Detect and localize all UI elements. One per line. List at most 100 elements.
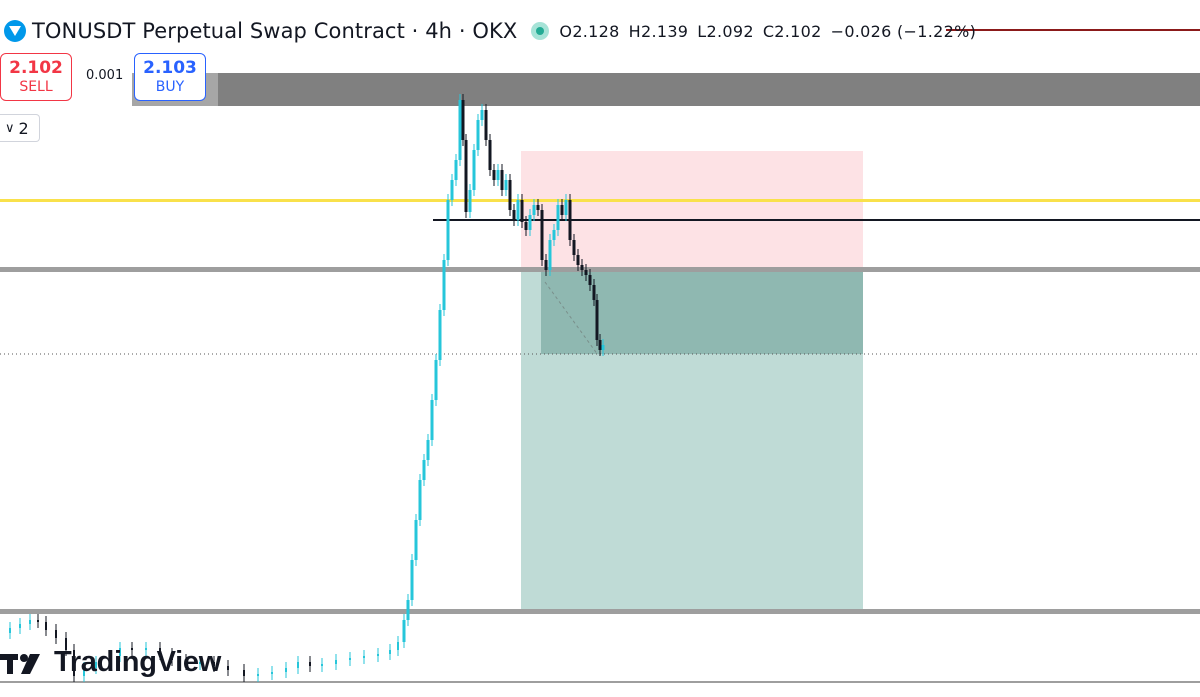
candle-body xyxy=(335,660,337,664)
candle-body xyxy=(476,120,480,150)
tradingview-logo-icon xyxy=(0,653,40,674)
candle-body xyxy=(450,180,454,200)
candle-body xyxy=(520,200,524,222)
candle-body xyxy=(9,628,11,633)
buy-button[interactable]: 2.103 BUY xyxy=(134,53,206,101)
candle-body xyxy=(73,650,75,676)
buy-label: BUY xyxy=(155,79,185,95)
candle-body xyxy=(171,654,173,660)
candle-body xyxy=(402,620,406,642)
sell-price: 2.102 xyxy=(9,58,63,78)
candle-body xyxy=(598,340,602,350)
candle-body xyxy=(488,140,492,170)
stop-loss-zone xyxy=(521,151,863,270)
lower-support-line xyxy=(0,609,1200,614)
candle-body xyxy=(145,648,147,650)
candle-body xyxy=(442,260,446,310)
candle-body xyxy=(83,668,85,676)
ohlc-change: −0.026 (−1.22%) xyxy=(830,21,977,41)
ton-logo-icon xyxy=(4,20,26,42)
candle-body xyxy=(552,230,556,240)
candle-body xyxy=(397,642,399,650)
buy-price: 2.103 xyxy=(143,58,197,78)
candle-body xyxy=(564,200,568,215)
candle-body xyxy=(556,205,560,230)
candle-body xyxy=(45,622,47,630)
candle-body xyxy=(464,140,468,212)
market-status-icon[interactable] xyxy=(531,22,550,40)
candle-body xyxy=(572,240,576,255)
sell-button[interactable]: 2.102 SELL xyxy=(0,53,72,101)
resistance-band xyxy=(218,73,1200,106)
tradingview-watermark: TradingView xyxy=(0,646,221,679)
candle-body xyxy=(496,170,500,180)
candle-body xyxy=(406,600,410,620)
candle-body xyxy=(504,180,508,190)
candle-body xyxy=(528,215,532,230)
candle-body xyxy=(271,672,273,674)
candle-body xyxy=(243,670,245,676)
candle-body xyxy=(580,265,584,270)
candle-body xyxy=(37,620,39,622)
candle-body xyxy=(584,270,588,275)
candle-body xyxy=(414,520,418,560)
candle-body xyxy=(377,654,379,656)
candle-body xyxy=(588,275,592,285)
candle-body xyxy=(508,180,512,210)
price-alert-line xyxy=(946,29,1200,31)
candle-body xyxy=(438,310,442,360)
candle-body xyxy=(595,300,599,340)
candle-body xyxy=(199,662,201,664)
candle-body xyxy=(560,205,564,215)
candle-body xyxy=(389,650,391,654)
candle-body xyxy=(536,205,540,210)
tradingview-wordmark: TradingView xyxy=(54,646,221,678)
candle-body xyxy=(185,660,187,664)
candle-body xyxy=(592,285,596,300)
candle-body xyxy=(484,110,488,140)
indicator-toggle-button[interactable]: ∨ 2 xyxy=(0,114,40,142)
candle-body xyxy=(29,620,31,624)
candle-body xyxy=(548,240,552,270)
symbol-title[interactable]: TONUSDT Perpetual Swap Contract · 4h · O… xyxy=(32,19,518,43)
indicator-count: 2 xyxy=(18,118,29,138)
candle-body xyxy=(468,190,472,212)
candle-body xyxy=(213,662,215,666)
ohlc-close: C2.102 xyxy=(762,21,822,41)
candle-body xyxy=(159,648,161,654)
candle-body xyxy=(540,210,544,260)
take-profit-zone-filled xyxy=(541,270,863,354)
candle-body xyxy=(95,662,97,668)
bottom-line xyxy=(0,681,1200,683)
sell-label: SELL xyxy=(19,79,53,95)
ohlc-open: O2.128 xyxy=(559,21,620,41)
candle-body xyxy=(576,255,580,265)
candle-body xyxy=(544,260,548,270)
ohlc-low: L2.092 xyxy=(697,21,754,41)
candle-body xyxy=(446,200,450,260)
candle-body xyxy=(119,648,121,656)
candle-body xyxy=(65,638,67,650)
ohlc-high: H2.139 xyxy=(628,21,689,41)
yellow-level-line xyxy=(0,199,1200,202)
candle-body xyxy=(363,656,365,658)
candle-body xyxy=(434,360,438,400)
candle-body xyxy=(568,200,572,240)
candle-body xyxy=(422,460,426,480)
candle-body xyxy=(321,664,323,666)
candle-body xyxy=(257,674,259,676)
candle-body xyxy=(512,210,516,220)
candle-body xyxy=(430,400,434,440)
candle-body xyxy=(458,100,462,160)
candle-body xyxy=(131,648,133,650)
candle-body xyxy=(297,662,299,668)
candle-body xyxy=(418,480,422,520)
candle-body xyxy=(227,666,229,670)
candle-body xyxy=(480,110,484,120)
candle-body xyxy=(532,205,536,215)
candle-body xyxy=(309,662,311,666)
candle-body xyxy=(461,100,465,140)
candle-body xyxy=(426,440,430,460)
chevron-down-icon: ∨ xyxy=(5,120,15,136)
